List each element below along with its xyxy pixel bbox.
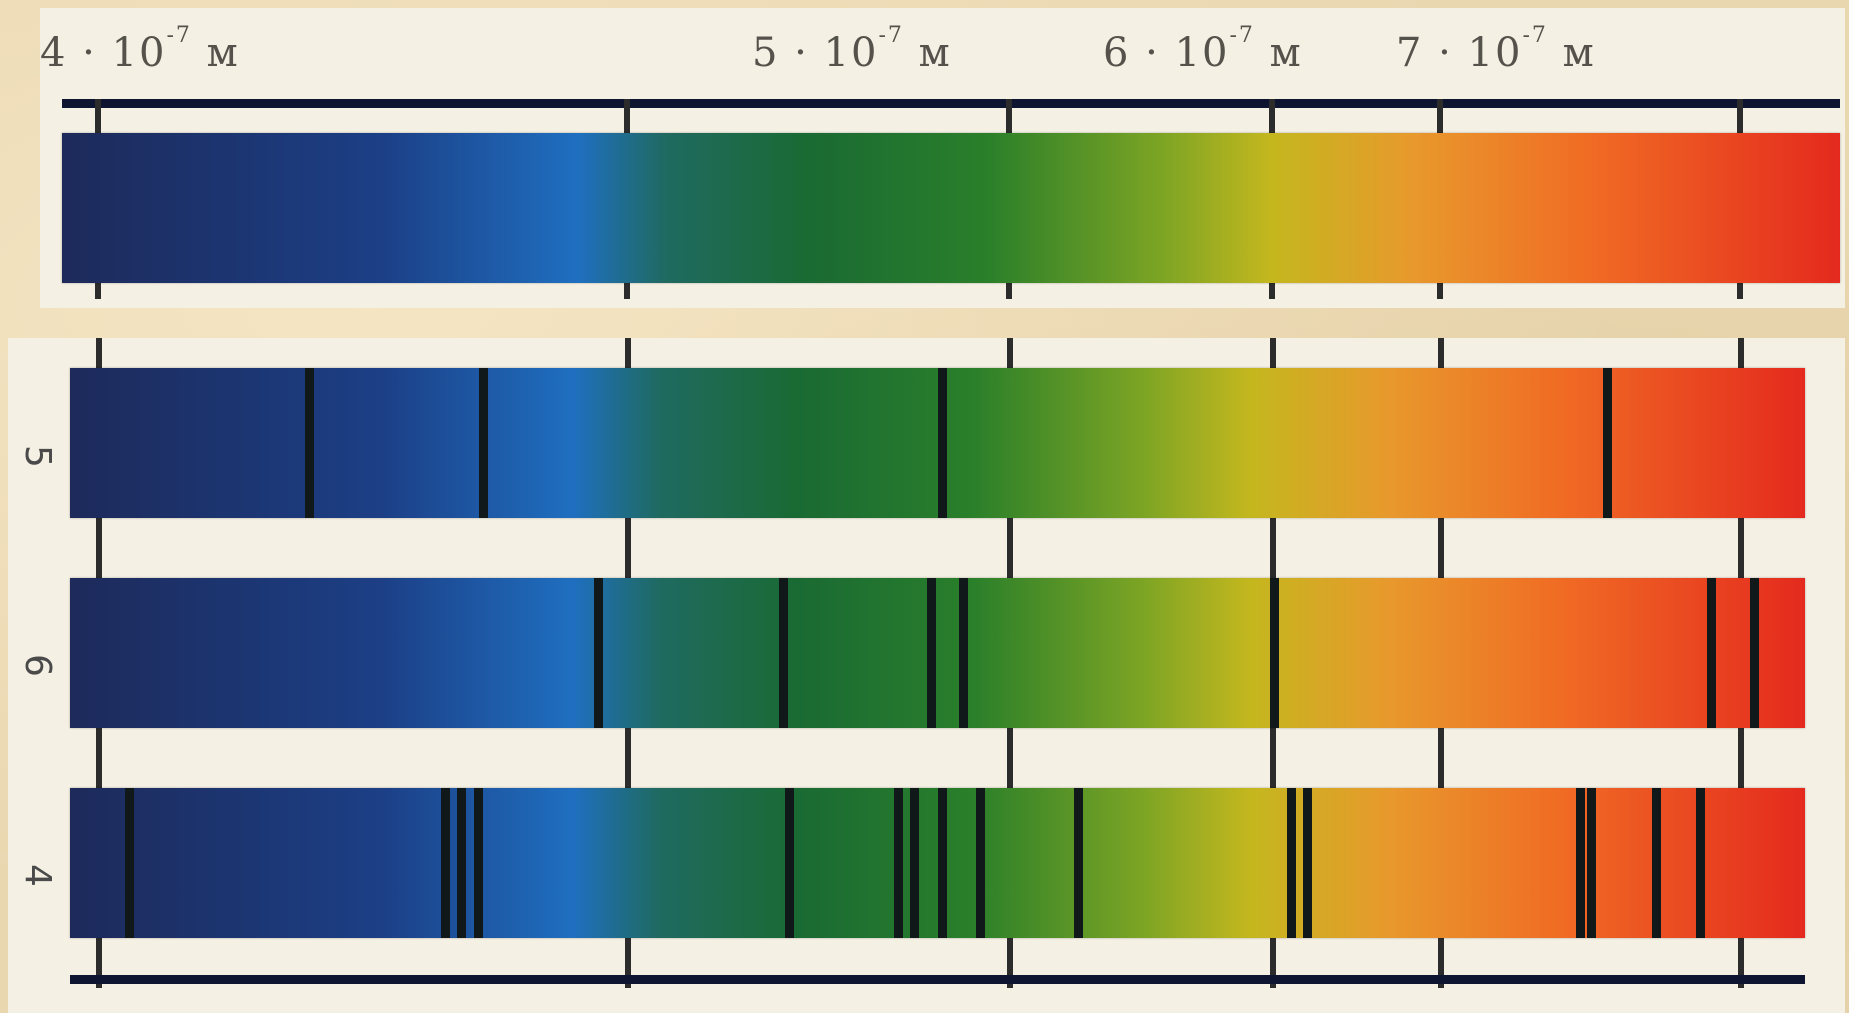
absorption-line	[959, 578, 969, 728]
absorption-line	[784, 788, 794, 938]
absorption-line	[1603, 368, 1613, 518]
continuous-spectrum-panel: 4 · 10-7 м 5 · 10-7 м 6 · 10-7 м 7 · 10-…	[40, 8, 1845, 308]
bottom-scale-rule	[70, 975, 1805, 984]
line-spectra-panel: 5 6 4	[8, 338, 1845, 1013]
absorption-line	[893, 788, 903, 938]
absorption-line	[1270, 578, 1280, 728]
absorption-line	[124, 788, 134, 938]
absorption-line	[441, 788, 450, 938]
absorption-line	[1286, 788, 1296, 938]
spectrum-label-6: 6	[16, 654, 58, 677]
absorption-line	[473, 788, 483, 938]
absorption-line	[926, 578, 936, 728]
absorption-line	[1652, 788, 1662, 938]
absorption-line	[1073, 788, 1083, 938]
spectrum-label-4: 4	[16, 864, 58, 887]
absorption-line	[1586, 788, 1596, 938]
absorption-line	[937, 368, 947, 518]
continuous-spectrum-band	[62, 133, 1840, 283]
spectrum-band-5	[70, 368, 1805, 518]
absorption-line	[593, 578, 603, 728]
absorption-line	[1695, 788, 1705, 938]
absorption-line	[779, 578, 789, 728]
absorption-line	[1303, 788, 1313, 938]
absorption-line	[457, 788, 467, 938]
axis-label-4e-7: 4 · 10-7 м	[40, 22, 240, 76]
spectrum-band-4	[70, 788, 1805, 938]
axis-label-7e-7: 7 · 10-7 м	[1396, 22, 1596, 76]
spectrum-label-5: 5	[16, 445, 58, 468]
absorption-line	[1575, 788, 1585, 938]
absorption-line	[910, 788, 920, 938]
axis-label-5e-7: 5 · 10-7 м	[752, 22, 952, 76]
absorption-line	[304, 368, 314, 518]
absorption-line	[937, 788, 947, 938]
absorption-line	[975, 788, 985, 938]
absorption-line	[1750, 578, 1760, 728]
top-scale-rule	[62, 99, 1840, 108]
absorption-line	[1706, 578, 1716, 728]
absorption-line	[479, 368, 489, 518]
axis-label-6e-7: 6 · 10-7 м	[1103, 22, 1303, 76]
spectrum-band-6	[70, 578, 1805, 728]
